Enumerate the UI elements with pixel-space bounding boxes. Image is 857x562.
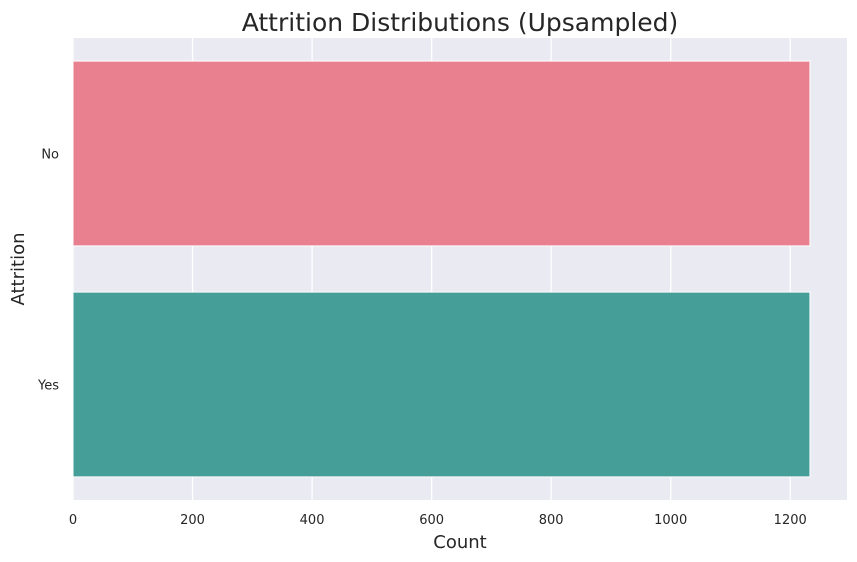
y-axis-label: Attrition	[8, 233, 29, 306]
y-tick-label: No	[41, 148, 59, 163]
x-tick-label: 200	[180, 513, 205, 528]
x-tick-label: 800	[539, 513, 564, 528]
x-tick-label: 0	[69, 513, 77, 528]
chart-title: Attrition Distributions (Upsampled)	[242, 8, 679, 37]
x-tick-label: 1000	[654, 513, 687, 528]
x-tick-label: 600	[419, 513, 444, 528]
y-tick-label: Yes	[37, 379, 59, 394]
bar-yes	[72, 291, 811, 478]
x-axis-label: Count	[433, 532, 486, 553]
x-tick-labels: 0 200 400 600 800 1000 1200	[69, 513, 807, 528]
x-tick-label: 400	[300, 513, 325, 528]
bars	[72, 60, 811, 478]
x-tick-label: 1200	[774, 513, 807, 528]
y-tick-labels: No Yes	[37, 148, 59, 394]
bar-no	[72, 60, 811, 247]
